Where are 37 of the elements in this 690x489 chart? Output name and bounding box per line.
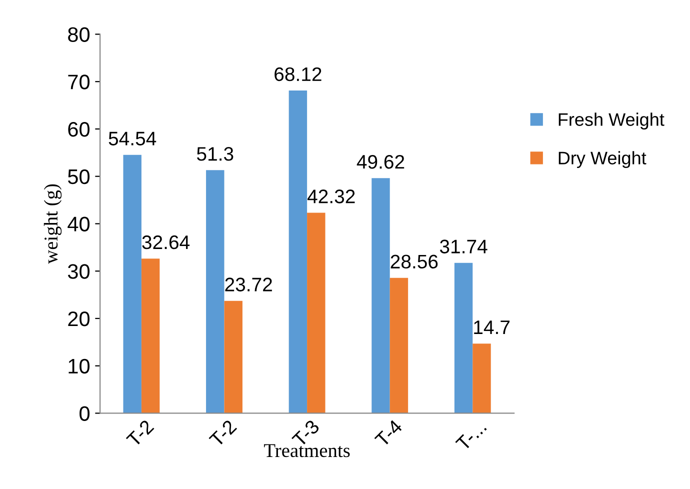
x-tick-label: T-2: [208, 419, 238, 448]
bar: [307, 212, 326, 414]
bar: [123, 154, 142, 414]
data-label: 28.56: [390, 254, 438, 269]
bar: [206, 170, 224, 414]
y-tick-label: 60: [68, 122, 90, 137]
legend-label: Fresh Weight: [558, 112, 664, 130]
x-tick-label: T-2: [126, 419, 154, 448]
y-tick-label: 20: [68, 311, 90, 326]
y-tick-label: 40: [68, 216, 90, 232]
data-label: 54.54: [108, 132, 156, 146]
y-tick-label: 50: [68, 169, 90, 184]
bar: [141, 258, 160, 414]
y-axis-title: weight (g): [44, 184, 62, 264]
y-tick-label: 70: [68, 74, 90, 90]
bar: [372, 178, 390, 414]
legend-label: Dry Weight: [558, 151, 646, 168]
data-label: 51.3: [197, 147, 234, 161]
data-label: 32.64: [142, 235, 190, 250]
x-tick-label: T-...: [455, 420, 487, 452]
bar: [288, 90, 308, 414]
x-axis-title: Treatments: [264, 444, 350, 458]
y-tick-label: 10: [68, 358, 90, 374]
data-label: 68.12: [274, 67, 322, 82]
data-label: 23.72: [225, 278, 272, 292]
data-label: 49.62: [356, 154, 404, 169]
x-tick-label: T-4: [374, 418, 403, 448]
y-tick-label: 30: [68, 264, 90, 279]
bar: [224, 300, 242, 414]
y-tick-label: 0: [80, 406, 90, 421]
y-tick-label: 80: [68, 27, 90, 42]
bar: [454, 262, 473, 414]
data-label: 14.7: [474, 320, 510, 334]
data-label: 31.74: [440, 240, 488, 254]
bar: [390, 278, 408, 414]
bar: [472, 344, 491, 414]
data-label: 42.32: [307, 190, 355, 204]
